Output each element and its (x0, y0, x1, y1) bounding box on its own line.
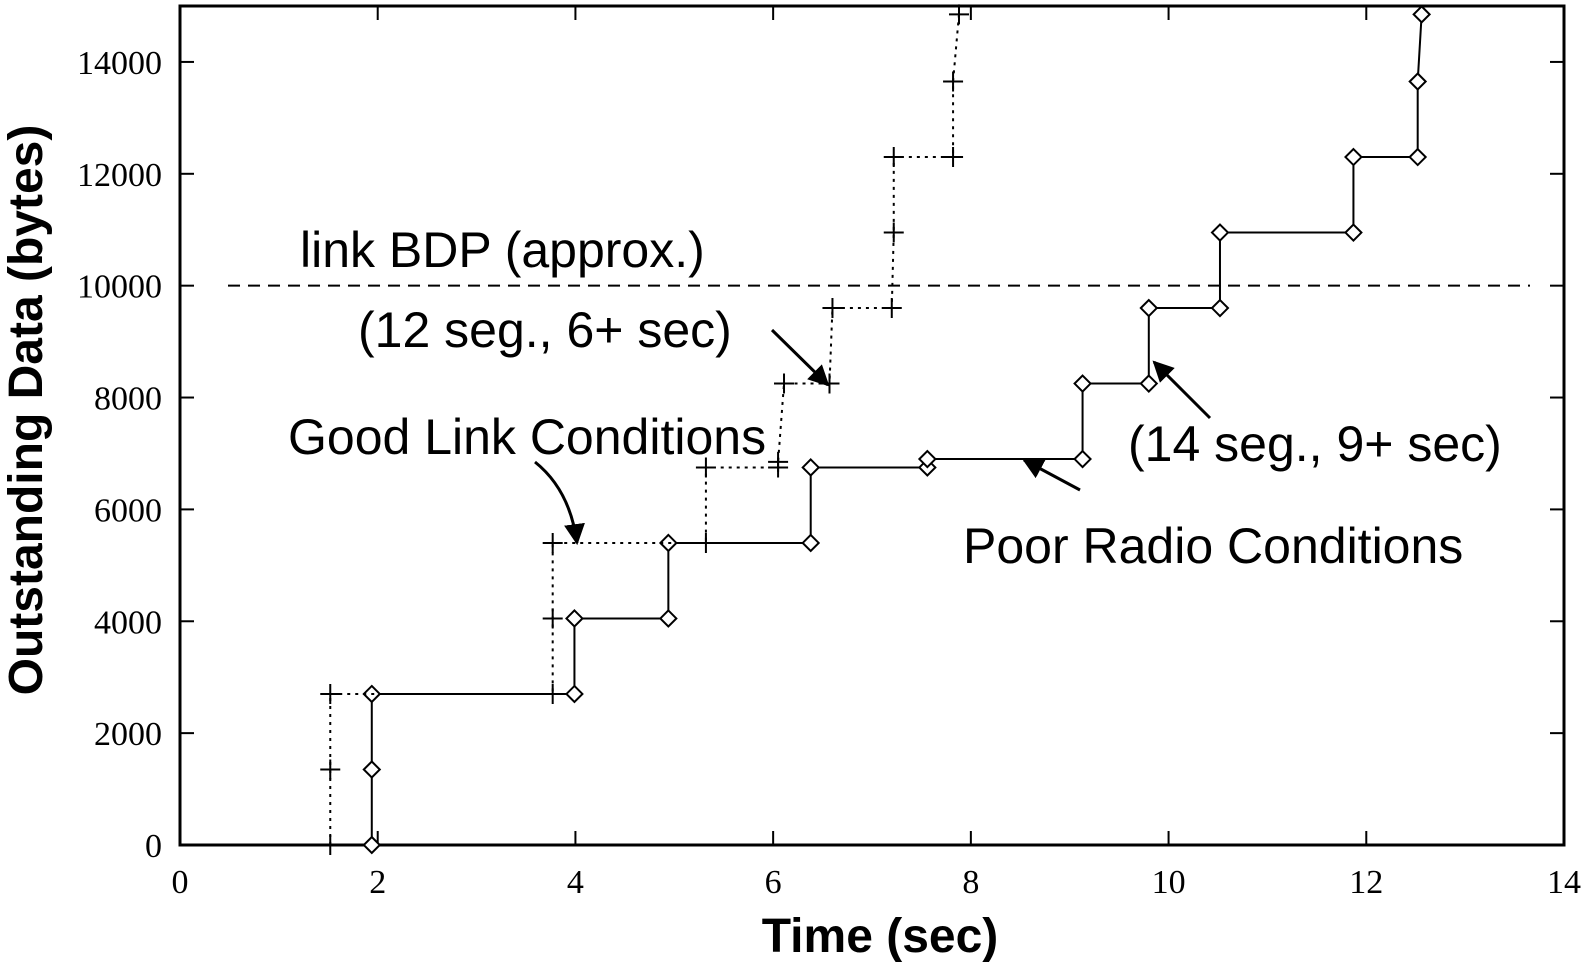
plus-marker (883, 222, 904, 243)
annotation: Good Link Conditions (288, 409, 766, 465)
plus-marker (881, 298, 902, 319)
plus-marker (883, 147, 904, 168)
arrow (1152, 360, 1212, 420)
arrow (770, 328, 830, 387)
annotation: (14 seg., 9+ sec) (1128, 416, 1502, 472)
diamond-marker (1344, 223, 1363, 242)
diamond-marker (1408, 147, 1428, 167)
diamond-marker (1408, 72, 1428, 91)
x-tick-label: 14 (1547, 864, 1581, 901)
y-tick-label: 0 (145, 828, 162, 865)
diamond-marker (565, 684, 584, 704)
diamond-marker (1073, 374, 1092, 393)
plus-marker (943, 147, 964, 168)
diamond-marker (362, 835, 382, 855)
x-tick-label: 4 (567, 864, 584, 901)
plus-marker (695, 457, 716, 478)
diamond-marker (565, 609, 584, 628)
y-tick-label: 8000 (94, 381, 162, 418)
plus-marker (320, 683, 341, 704)
plus-marker (542, 532, 563, 553)
annotation: (12 seg., 6+ sec) (358, 302, 732, 358)
x-tick-label: 0 (172, 864, 189, 901)
diamond-marker (658, 609, 678, 628)
y-tick-label: 10000 (77, 269, 162, 306)
plus-marker (948, 4, 969, 25)
plus-marker (542, 608, 563, 629)
diamond-marker (801, 533, 821, 553)
plus-marker (320, 835, 341, 855)
diamond-marker (1073, 449, 1092, 469)
y-tick-label: 6000 (94, 492, 162, 529)
y-tick-label: 2000 (94, 716, 162, 753)
diamond-marker (1344, 147, 1363, 167)
diamond-marker (801, 458, 821, 477)
x-axis-label: Time (sec) (762, 910, 999, 963)
y-tick-label: 14000 (77, 45, 162, 82)
annotation: Poor Radio Conditions (963, 518, 1463, 574)
plus-marker (774, 373, 795, 394)
series-line (370, 14, 1423, 845)
plot-frame (178, 4, 1566, 847)
x-tick-label: 2 (369, 864, 386, 901)
plus-marker (695, 532, 716, 553)
diamond-marker (1210, 298, 1230, 318)
y-tick-label: 4000 (94, 604, 162, 641)
x-tick-label: 8 (962, 864, 979, 901)
y-axis-label: Outstanding Data (bytes) (0, 125, 53, 696)
reference-label: link BDP (approx.) (300, 222, 705, 278)
arrow (1022, 458, 1081, 492)
x-tick-label: 12 (1349, 864, 1383, 901)
plus-marker (822, 298, 843, 319)
diamond-marker (1412, 4, 1432, 24)
plus-marker (768, 451, 789, 472)
plus-marker (943, 71, 964, 92)
plus-marker (819, 373, 840, 394)
diamond-marker (917, 449, 937, 469)
plus-marker (320, 759, 341, 780)
diamond-marker (1139, 298, 1159, 318)
arrow (534, 460, 585, 546)
diamond-marker (1139, 374, 1159, 393)
x-tick-label: 6 (765, 864, 782, 901)
plus-marker (542, 683, 563, 704)
x-tick-label: 10 (1152, 864, 1186, 901)
diamond-marker (362, 760, 382, 779)
y-tick-label: 12000 (77, 157, 162, 194)
diamond-marker (1210, 223, 1230, 242)
